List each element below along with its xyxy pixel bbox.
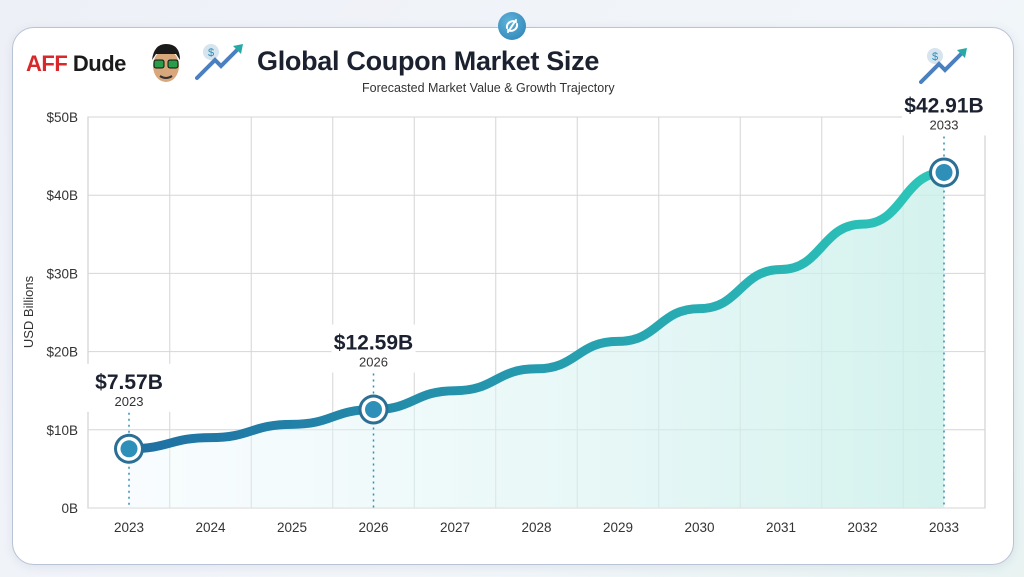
x-tick-label: 2024 — [195, 520, 226, 535]
x-tick-label: 2033 — [929, 520, 959, 535]
x-tick-label: 2025 — [277, 520, 307, 535]
marker — [120, 440, 138, 458]
y-tick-label: $40B — [46, 188, 78, 203]
year-label: 2033 — [930, 117, 959, 132]
brand-aff: AFF — [26, 51, 68, 76]
chart-title: Global Coupon Market Size — [257, 46, 600, 76]
y-axis-label: USD Billions — [21, 275, 36, 348]
x-tick-label: 2027 — [440, 520, 470, 535]
x-tick-label: 2023 — [114, 520, 144, 535]
y-tick-label: $50B — [46, 110, 78, 125]
y-tick-label: 0B — [61, 501, 78, 516]
x-tick-label: 2029 — [603, 520, 633, 535]
x-tick-label: 2026 — [358, 520, 388, 535]
area-fill — [129, 172, 944, 509]
label-bg — [902, 87, 986, 136]
y-tick-label: $10B — [46, 423, 78, 438]
sync-icon — [498, 12, 526, 40]
brand-dude: Dude — [72, 51, 127, 76]
svg-text:$: $ — [932, 51, 938, 63]
svg-text:$: $ — [208, 47, 214, 59]
year-label: 2026 — [359, 355, 388, 370]
x-tick-label: 2032 — [847, 520, 877, 535]
marker — [935, 163, 953, 181]
x-tick-label: 2031 — [766, 520, 796, 535]
value-label: $42.91B — [904, 94, 983, 117]
year-label: 2023 — [115, 394, 144, 409]
x-tick-label: 2030 — [684, 520, 714, 535]
y-tick-label: $20B — [46, 345, 78, 360]
brand-logo: AFF Dude — [26, 51, 126, 77]
y-tick-label: $30B — [46, 266, 78, 281]
value-label: $7.57B — [95, 371, 163, 394]
marker — [365, 401, 382, 419]
avatar-logo — [152, 44, 180, 82]
growth-arrow-dollar-icon: $ — [195, 44, 243, 80]
label-bg — [87, 363, 171, 412]
value-label: $12.59B — [334, 332, 413, 355]
chart-subtitle: Forecasted Market Value & Growth Traject… — [362, 81, 615, 95]
series-line — [124, 167, 949, 454]
label-bg — [331, 324, 416, 373]
growth-arrow-dollar-icon-right: $ — [919, 48, 967, 84]
x-tick-label: 2028 — [521, 520, 551, 535]
